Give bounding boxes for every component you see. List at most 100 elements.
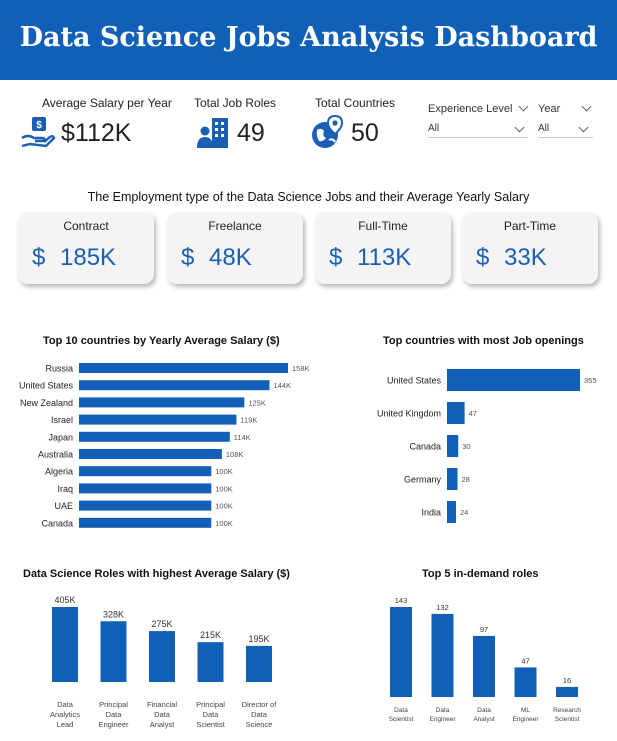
role-salary-chart: 405K Data Analytics Lead 328K Principal Data En… — [50, 595, 278, 729]
bar — [149, 631, 175, 682]
category-label: Data Engineer — [429, 707, 456, 723]
data-label: 143 — [395, 596, 408, 605]
header-banner: Data Science Jobs Analysis Dashboard — [0, 0, 617, 80]
chevron-down-icon[interactable] — [518, 101, 529, 112]
category-label: New Zealand — [20, 398, 73, 408]
employment-card-full-time: Full-Time $ 113K — [315, 212, 451, 284]
year-value: All — [538, 123, 550, 134]
year-dropdown[interactable]: All — [538, 121, 593, 138]
chevron-down-icon[interactable] — [581, 101, 592, 112]
card-label: Contract — [63, 219, 109, 233]
category-label: Japan — [48, 432, 73, 442]
bar — [431, 613, 454, 697]
experience-level-value: All — [428, 123, 440, 134]
category-label: Principal Data Engineer — [98, 700, 129, 729]
category-label: Canada — [409, 442, 441, 452]
bar — [447, 501, 456, 523]
data-label: 100K — [215, 484, 233, 493]
category-label: India — [421, 508, 441, 518]
card-currency: $ — [329, 244, 343, 271]
bar — [79, 363, 288, 373]
experience-level-dropdown[interactable]: All — [428, 121, 528, 138]
chart-title-role-demand: Top 5 in-demand roles — [422, 568, 539, 580]
experience-level-label: Experience Level — [428, 103, 513, 115]
data-label: 100K — [215, 502, 233, 511]
category-label: Financial Data Analyst — [147, 700, 177, 729]
page-title: Data Science Jobs Analysis Dashboard — [19, 22, 598, 53]
bar — [79, 397, 245, 408]
data-label: 405K — [54, 595, 75, 605]
data-label: 275K — [151, 619, 172, 629]
data-label: 47 — [521, 656, 529, 665]
category-label: ML Engineer — [512, 707, 539, 723]
bar — [514, 667, 537, 697]
data-label: 195K — [248, 634, 269, 644]
data-label: 132 — [436, 603, 449, 612]
bar — [390, 607, 412, 697]
data-label: 328K — [103, 609, 124, 619]
employment-card-contract: Contract $ 185K — [18, 212, 154, 284]
data-label: 30 — [462, 442, 470, 451]
kpi-avg-salary-value: $112K — [61, 119, 132, 147]
data-label: 16 — [563, 676, 571, 685]
card-currency: $ — [32, 244, 46, 271]
data-label: 119K — [240, 416, 257, 425]
country-salary-chart: Russia 158K United States 144K New Zealand 12… — [19, 363, 310, 528]
bar — [447, 402, 465, 424]
bar — [79, 380, 270, 391]
bar — [79, 483, 212, 494]
kpi-countries-value: 50 — [351, 119, 379, 147]
globe-pin-icon — [312, 114, 344, 148]
category-label: Data Scientist — [389, 707, 414, 723]
category-label: Director of Data Science — [242, 700, 278, 729]
employment-section-title: The Employment type of the Data Science … — [87, 190, 530, 204]
money-hand-icon: $ — [21, 117, 56, 148]
data-label: 100K — [215, 519, 233, 528]
data-label: 47 — [469, 409, 477, 418]
chart-title-country-openings: Top countries with most Job openings — [383, 335, 584, 347]
data-label: 125K — [248, 398, 266, 407]
employment-card-freelance: Freelance $ 48K — [167, 212, 303, 284]
bar — [79, 466, 212, 477]
bar — [79, 414, 237, 425]
bar — [556, 686, 578, 697]
bar — [473, 635, 495, 697]
card-value: 33K — [504, 244, 547, 271]
data-label: 158K — [292, 364, 310, 373]
category-label: Principal Data Scientist — [196, 700, 225, 729]
data-label: 24 — [460, 508, 468, 517]
bar — [79, 517, 212, 528]
bar — [197, 642, 224, 682]
category-label: United States — [19, 381, 74, 391]
country-openings-chart: United States 355 United Kingdom 47 Canada 30… — [377, 369, 597, 523]
card-label: Part-Time — [503, 219, 557, 233]
data-label: 215K — [200, 630, 221, 640]
data-label: 355 — [584, 376, 597, 385]
year-label: Year — [538, 103, 561, 115]
card-label: Freelance — [208, 219, 262, 233]
chart-title-country-salary: Top 10 countries by Yearly Average Salar… — [43, 335, 280, 347]
category-label: UAE — [54, 501, 73, 511]
svg-text:$: $ — [36, 120, 42, 131]
employment-card-part-time: Part-Time $ 33K — [462, 212, 598, 284]
category-label: Algeria — [45, 467, 73, 477]
category-label: Canada — [41, 518, 73, 528]
category-label: Data Analyst — [473, 707, 495, 723]
chart-title-role-salary: Data Science Roles with highest Average … — [23, 568, 290, 580]
bar — [447, 369, 580, 391]
data-label: 114K — [234, 433, 251, 442]
category-label: Iraq — [57, 484, 73, 494]
data-label: 97 — [480, 625, 488, 634]
category-label: Research Scientist — [553, 707, 581, 723]
category-label: Russia — [45, 364, 73, 374]
bar — [100, 621, 127, 682]
category-label: Germany — [404, 475, 442, 485]
card-value: 48K — [209, 244, 252, 271]
card-currency: $ — [181, 244, 195, 271]
kpi-job-roles-value: 49 — [237, 119, 265, 147]
data-label: 100K — [215, 467, 233, 476]
role-demand-chart: 143 Data Scientist 132 Data Engineer 97 Data Ana… — [389, 596, 582, 723]
category-label: United Kingdom — [377, 409, 441, 419]
category-label: Israel — [51, 415, 73, 425]
bar — [447, 435, 459, 457]
